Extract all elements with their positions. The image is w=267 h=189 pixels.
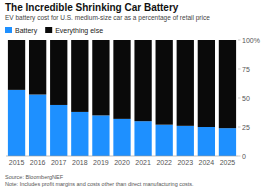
bar [50,105,67,156]
y-tick-label: 100% [242,37,260,44]
bar [92,115,109,156]
x-tick-label: 2019 [93,159,109,166]
x-tick-label: 2018 [72,159,88,166]
bar [198,127,215,156]
bar [156,125,173,156]
bar [29,40,46,95]
title: The Incredible Shrinking Car Battery [5,2,179,13]
legend-label: Everything else [55,27,103,35]
x-tick-label: 2023 [177,159,193,166]
legend-swatch [45,27,52,33]
y-tick [238,40,241,41]
bar [177,40,194,126]
bar [219,128,236,156]
bar [113,119,130,156]
bar [71,40,88,112]
bar [177,126,194,156]
bar [92,40,109,115]
bar [219,40,236,128]
bar [134,40,151,121]
y-tick [238,127,241,128]
bar [134,121,151,156]
chart: The Incredible Shrinking Car BatteryEV b… [0,0,267,189]
bars [8,40,236,156]
bar [198,40,215,127]
y-tick-label: 75 [242,66,250,73]
x-tick-label: 2017 [51,159,67,166]
bar [8,40,25,90]
annotations: Source: BloombergNEFNote: Includes profi… [5,174,194,187]
x-tick-label: 2021 [135,159,151,166]
bar [50,40,67,105]
annotation: Note: Includes profit margins and costs … [5,181,194,187]
x-axis: 2015 2016 2017 2018 2019 2020 2021 2022 2023 2024… [9,159,236,166]
subtitle: EV battery cost for U.S. medium-size car… [5,14,210,22]
bar [29,95,46,156]
bar [113,40,130,119]
y-tick [238,156,241,157]
bar [8,90,25,156]
x-tick-label: 2015 [9,159,25,166]
legend-swatch [5,27,12,33]
annotation: Source: BloombergNEF [5,174,64,180]
y-axis-right: 0 25 50 75 100% [238,37,260,160]
y-tick [238,69,241,70]
y-tick-label: 50 [242,95,250,102]
y-tick-label: 0 [242,153,246,160]
y-tick-label: 25 [242,124,250,131]
chart-container: The Incredible Shrinking Car BatteryEV b… [0,0,267,189]
x-tick-label: 2022 [156,159,172,166]
bar [156,40,173,125]
x-tick-label: 2025 [220,159,236,166]
x-tick-label: 2024 [199,159,215,166]
legend: Battery Everything else [5,27,103,35]
x-axis-line [6,156,238,157]
bar [71,112,88,156]
y-tick [238,98,241,99]
x-tick-label: 2020 [114,159,130,166]
x-tick-label: 2016 [30,159,46,166]
legend-label: Battery [15,27,38,35]
